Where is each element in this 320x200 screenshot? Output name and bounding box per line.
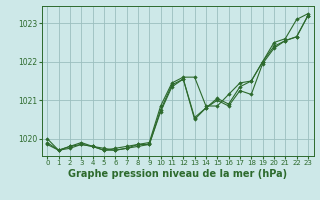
X-axis label: Graphe pression niveau de la mer (hPa): Graphe pression niveau de la mer (hPa)	[68, 169, 287, 179]
